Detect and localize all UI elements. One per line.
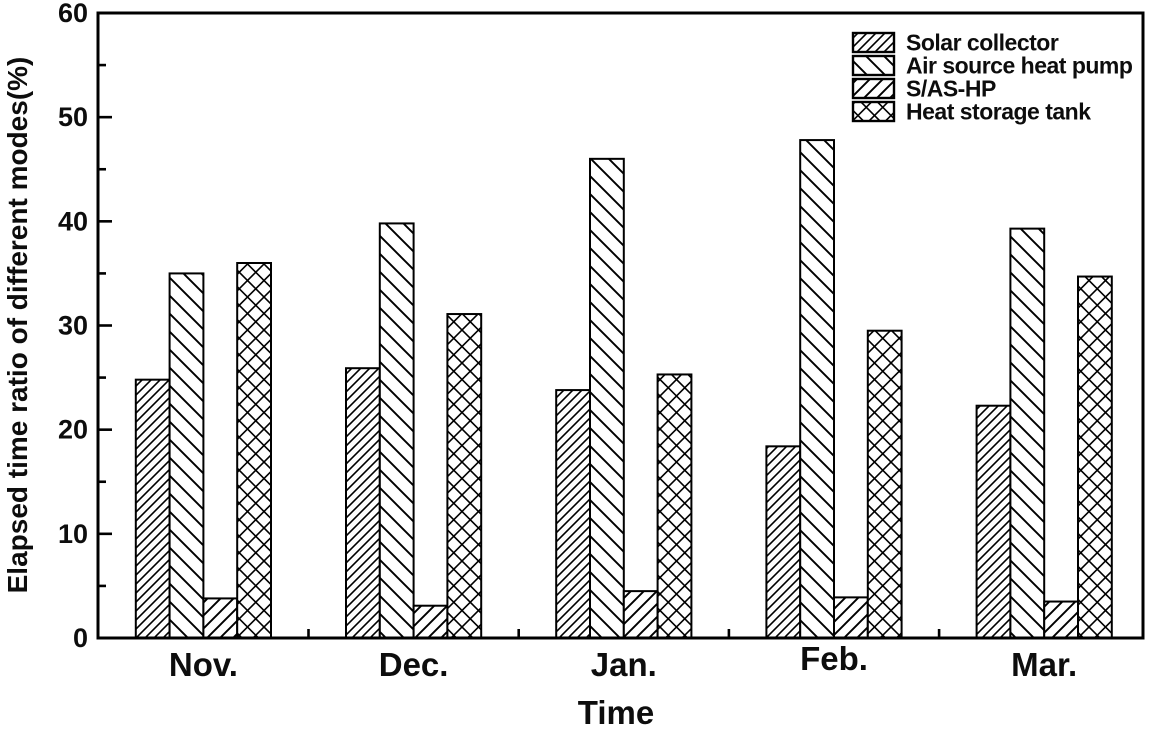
bar [555, 389, 592, 640]
bar [833, 596, 869, 639]
x-axis-title: Time [578, 694, 654, 731]
legend-swatch [851, 100, 896, 123]
legend-label: Solar collector [906, 30, 1059, 56]
bar [412, 604, 449, 639]
legend-swatch [851, 31, 896, 54]
x-category-label: Feb. [800, 640, 868, 677]
y-tick-label: 10 [58, 519, 88, 549]
bar [168, 272, 205, 639]
bar [589, 157, 625, 639]
legend-item: Heat storage tank [851, 99, 1092, 125]
y-tick-label: 40 [58, 206, 88, 236]
y-tick-label: 0 [73, 623, 88, 653]
legend-label: Heat storage tank [906, 99, 1091, 125]
x-category-label: Mar. [1011, 646, 1077, 683]
legend-item: Solar collector [851, 30, 1059, 56]
legend-label: S/AS-HP [906, 76, 996, 102]
y-tick-label: 20 [58, 415, 88, 445]
y-axis-title: Elapsed time ratio of different modes(%) [2, 57, 33, 594]
bar [1077, 275, 1113, 639]
bar [765, 445, 802, 640]
x-category-label: Nov. [169, 646, 238, 683]
bar [134, 378, 171, 639]
bar [656, 373, 693, 639]
bar [378, 222, 415, 640]
x-category-label: Dec. [379, 646, 449, 683]
bar [446, 313, 483, 639]
legend-label: Air source heat pump [906, 53, 1133, 79]
y-tick-label: 50 [58, 102, 88, 132]
bar [202, 597, 239, 640]
y-tick-label: 30 [58, 311, 88, 341]
y-tick-label: 60 [58, 0, 88, 28]
bar [1009, 227, 1046, 639]
bar [1043, 600, 1079, 640]
legend-swatch [851, 54, 896, 77]
bar [799, 139, 836, 639]
legend-swatch [851, 77, 896, 100]
bar [622, 590, 659, 639]
legend-item: Air source heat pump [851, 53, 1133, 79]
bar [236, 262, 272, 639]
bar [345, 367, 381, 639]
legend-item: S/AS-HP [851, 76, 996, 102]
x-category-label: Jan. [591, 646, 657, 683]
bar [975, 404, 1012, 640]
bar [866, 329, 903, 639]
